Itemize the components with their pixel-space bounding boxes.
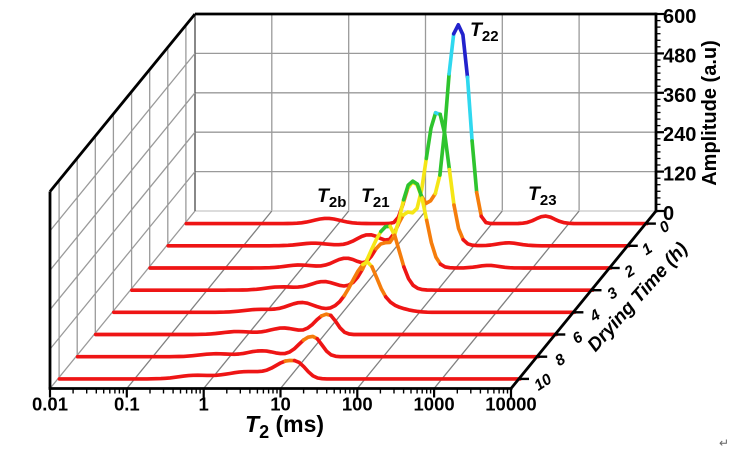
svg-text:120: 120 <box>663 164 696 186</box>
svg-text:1: 1 <box>199 394 209 415</box>
svg-text:240: 240 <box>663 124 696 146</box>
svg-text:T2 (ms): T2 (ms) <box>245 411 324 442</box>
svg-text:480: 480 <box>663 45 696 67</box>
svg-text:600: 600 <box>663 6 696 28</box>
svg-text:360: 360 <box>663 85 696 107</box>
svg-text:1000: 1000 <box>414 394 455 415</box>
svg-text:↵: ↵ <box>719 436 729 450</box>
svg-text:Amplitude (a.u): Amplitude (a.u) <box>699 40 721 186</box>
svg-text:100: 100 <box>342 394 373 415</box>
svg-text:10000: 10000 <box>485 394 536 415</box>
svg-text:10: 10 <box>531 371 555 395</box>
svg-text:0.1: 0.1 <box>114 394 140 415</box>
svg-text:0: 0 <box>663 203 674 225</box>
svg-text:0.01: 0.01 <box>32 394 68 415</box>
svg-text:10: 10 <box>270 394 291 415</box>
